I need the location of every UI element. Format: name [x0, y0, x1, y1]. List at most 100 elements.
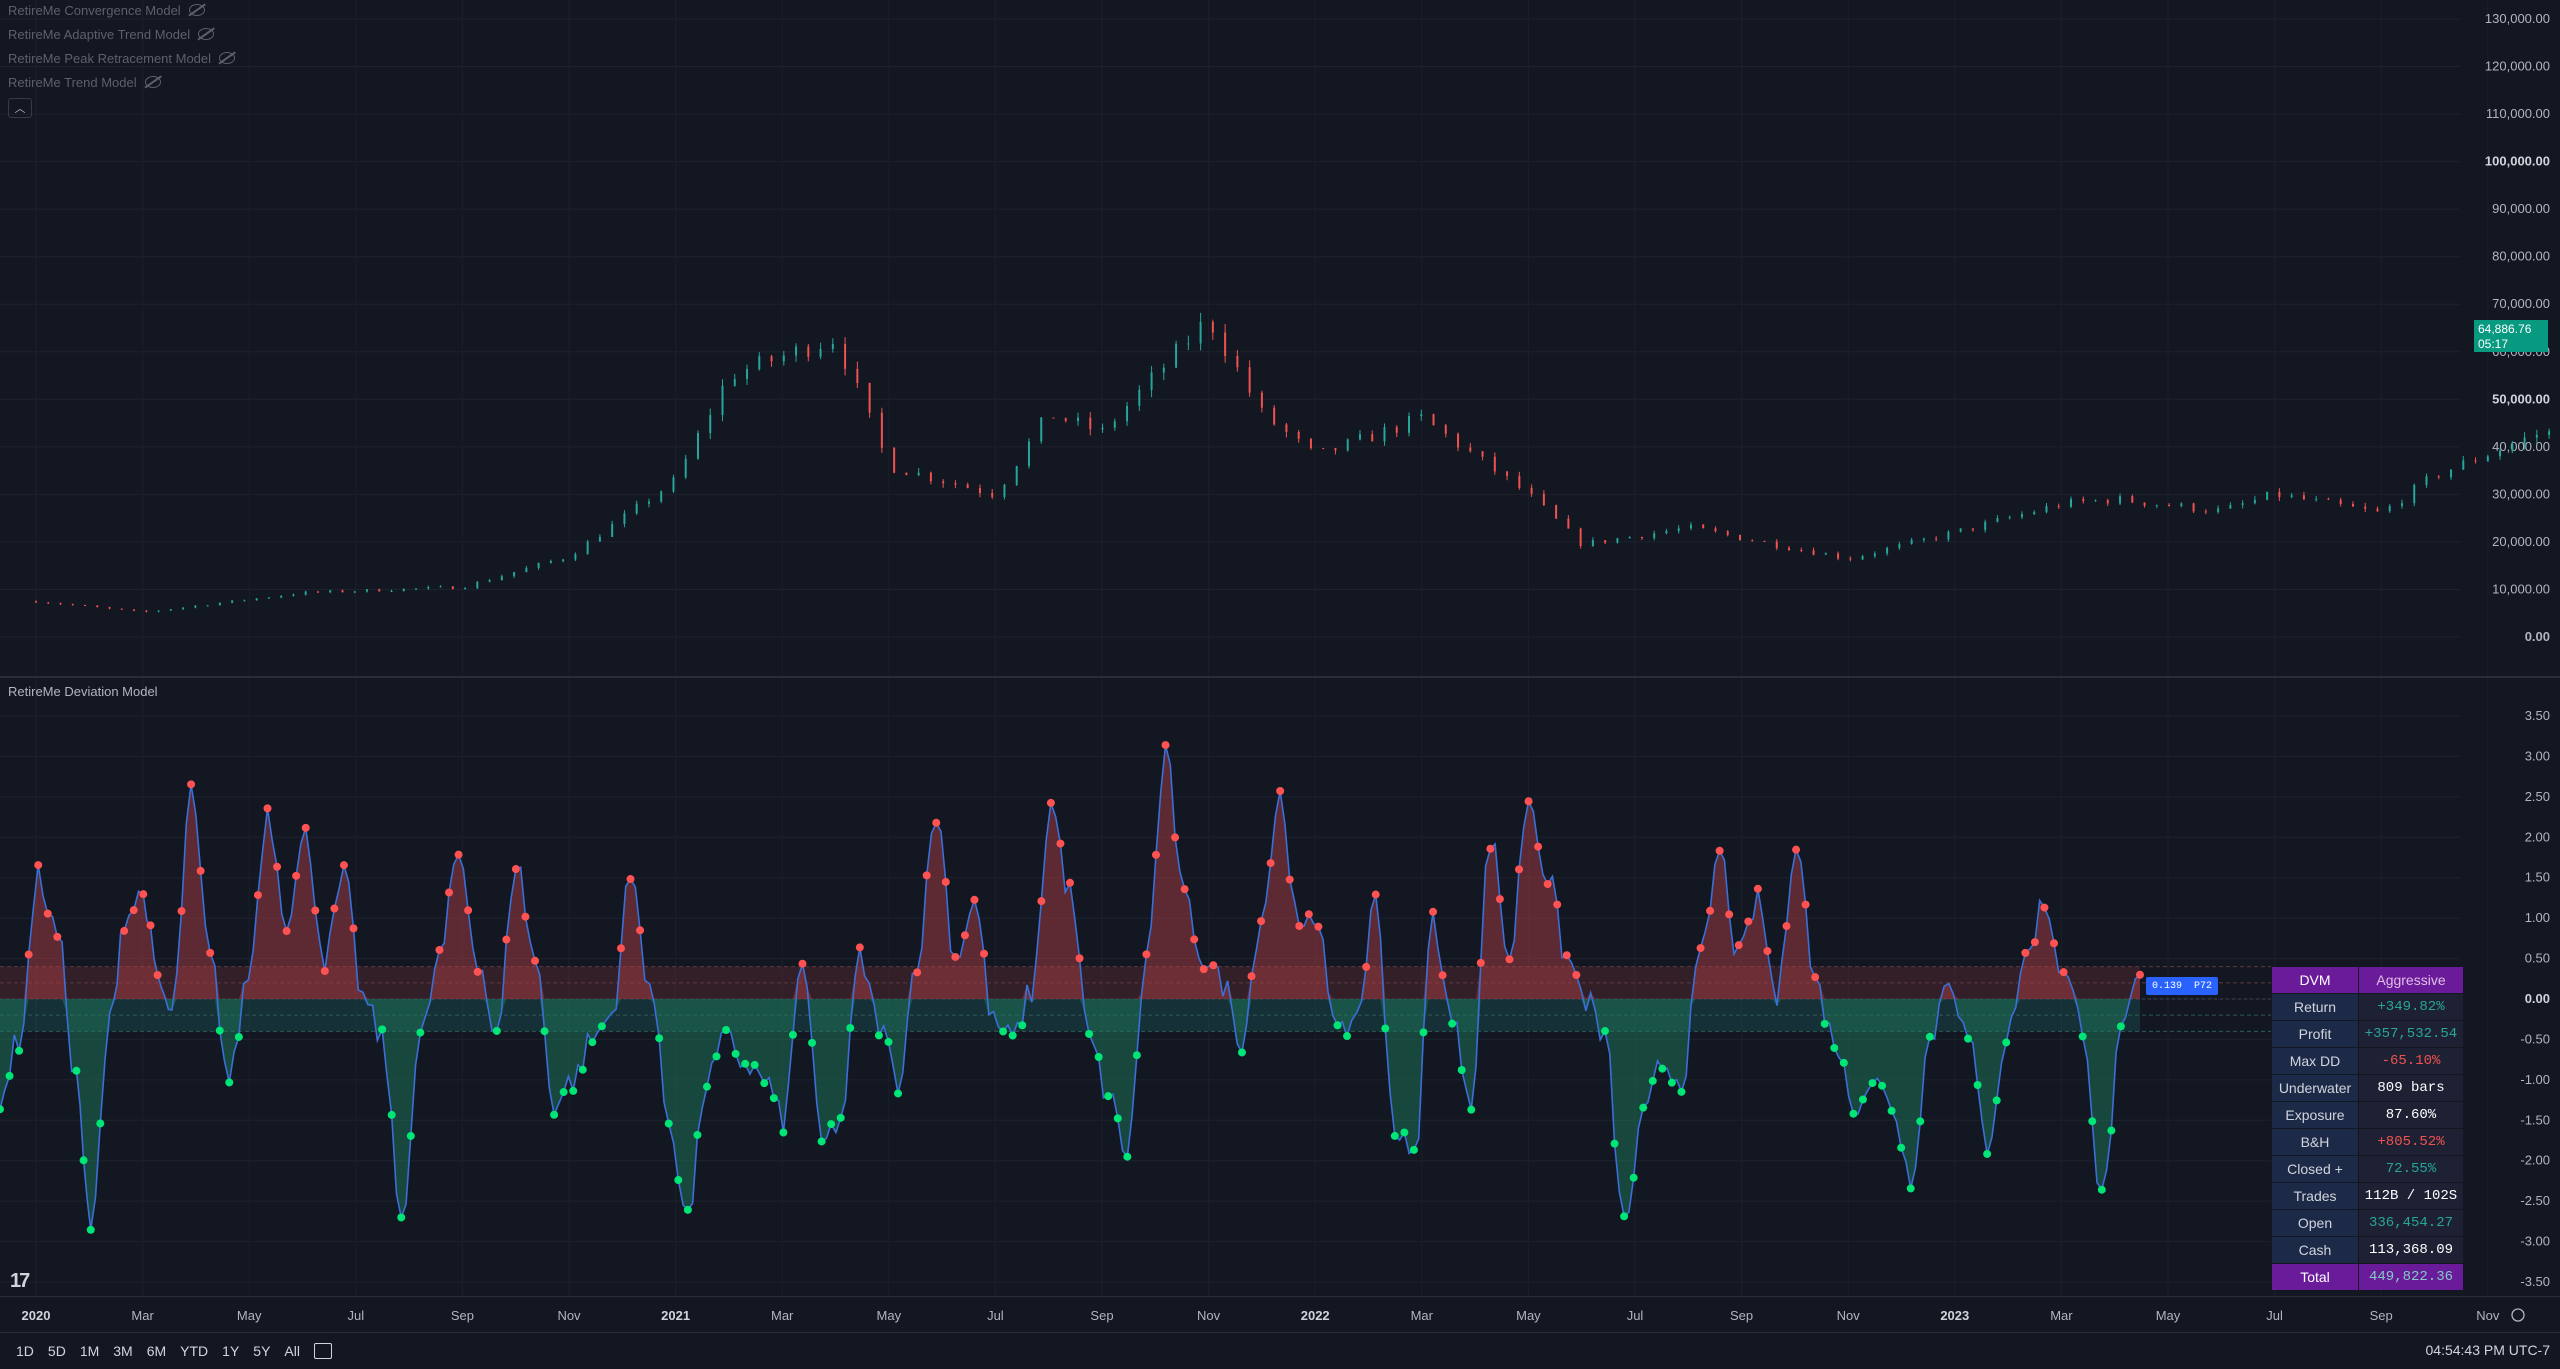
collapse-legend-button[interactable]: ︿ [8, 98, 32, 118]
signal-dot [951, 952, 960, 961]
candle-body [1077, 417, 1080, 421]
signal-dot [1763, 947, 1772, 956]
candle-body [1873, 553, 1876, 557]
indicator-axis-tick: -2.00 [2520, 1153, 2550, 1168]
candle-body [1971, 528, 1974, 530]
legend-row-adaptive-trend[interactable]: RetireMe Adaptive Trend Model [8, 22, 235, 46]
signal-dot [616, 944, 625, 953]
timeframe-ytd[interactable]: YTD [180, 1343, 209, 1359]
signal-dot [349, 924, 358, 933]
legend-row-peak-retracement[interactable]: RetireMe Peak Retracement Model [8, 46, 236, 70]
hidden-eye-icon[interactable] [188, 4, 205, 16]
candle-body [2266, 491, 2269, 500]
candle-body [1334, 448, 1337, 451]
oversold-band [0, 999, 2140, 1032]
candle-body [1126, 405, 1129, 422]
candle-body [1040, 417, 1043, 442]
timeframe-1d[interactable]: 1D [16, 1343, 34, 1359]
legend-row-trend[interactable]: RetireMe Trend Model [8, 70, 235, 94]
signal-dot [693, 1130, 702, 1139]
candle-body [2020, 514, 2023, 518]
time-axis-tick: Mar [771, 1308, 794, 1323]
signal-dot [1782, 922, 1791, 931]
stats-value: +349.82% [2358, 993, 2464, 1021]
indicator-axis-tick: -1.00 [2520, 1072, 2550, 1087]
signal-dot [1171, 833, 1180, 842]
candle-body [2204, 511, 2207, 513]
candle-body [1408, 416, 1411, 433]
signal-dot [664, 1119, 673, 1128]
signal-dot [1839, 1058, 1848, 1067]
price-axis-tick: 30,000.00 [2492, 486, 2550, 501]
timeframe-buttons: 1D 5D 1M 3M 6M YTD 1Y 5Y All [10, 1343, 306, 1359]
time-axis-tick: Sep [451, 1308, 474, 1323]
timeframe-all[interactable]: All [284, 1343, 300, 1359]
candle-body [1579, 528, 1582, 547]
signal-dot [1706, 906, 1715, 915]
legend-row-convergence[interactable]: RetireMe Convergence Model [8, 0, 235, 22]
signal-dot [511, 865, 520, 874]
signal-dot [626, 875, 635, 884]
tradingview-logo-icon[interactable]: 17 [10, 1270, 30, 1292]
candle-body [488, 580, 491, 582]
signal-dot [722, 1026, 731, 1035]
signal-dot [712, 1052, 721, 1061]
signal-dot [1037, 897, 1046, 906]
candle-body [2548, 431, 2551, 435]
signal-dot [1887, 1106, 1896, 1115]
candle-body [721, 385, 724, 416]
signal-dot [1696, 944, 1705, 953]
candle-body [1751, 540, 1754, 542]
timeframe-5y[interactable]: 5Y [253, 1343, 271, 1359]
time-axis-tick: 2023 [1940, 1308, 1969, 1323]
candle-body [1358, 434, 1361, 440]
candle-body [978, 488, 981, 494]
candle-body [1089, 417, 1092, 430]
calendar-icon[interactable] [313, 1343, 332, 1359]
indicator-axis-tick: -2.50 [2520, 1193, 2550, 1208]
signal-dot [894, 1089, 903, 1098]
candle-body [2302, 495, 2305, 500]
time-axis-tick: Mar [131, 1308, 154, 1323]
candle-body [1824, 553, 1827, 555]
timeframe-1y[interactable]: 1Y [222, 1343, 240, 1359]
candle-body [2180, 503, 2183, 507]
candle-body [1469, 447, 1472, 452]
signal-dot [473, 967, 482, 976]
timeframe-6m[interactable]: 6M [146, 1343, 167, 1359]
candle-body [770, 356, 773, 362]
timeframe-1m[interactable]: 1M [79, 1343, 100, 1359]
timeframe-3m[interactable]: 3M [113, 1343, 133, 1359]
signal-dot [1753, 884, 1762, 893]
candle-body [1113, 421, 1116, 428]
pane-separator[interactable] [0, 676, 2560, 678]
price-chart[interactable]: 130,000.00 120,000.00 110,000.00 100,000.00… [0, 0, 2560, 676]
stats-value: -65.10% [2358, 1047, 2464, 1075]
candle-body [844, 343, 847, 369]
price-axis-tick: 120,000.00 [2485, 59, 2550, 74]
indicator-pane[interactable]: 3.50 3.00 2.50 2.00 1.50 1.00 0.50 0.00 -0.50 -1.… [0, 678, 2560, 1296]
candle-body [1260, 392, 1263, 408]
signal-dot [34, 861, 43, 870]
time-axis-tick: Mar [2050, 1308, 2073, 1323]
hidden-eye-icon[interactable] [219, 52, 236, 64]
signal-dot [1247, 972, 1256, 981]
stats-value: Aggressive [2358, 966, 2464, 994]
signal-dot [96, 1119, 105, 1128]
hidden-eye-icon[interactable] [198, 28, 215, 40]
time-axis[interactable]: 2020 Mar May Jul Sep Nov 2021 Mar May Jul Sep Nov 20… [0, 1296, 2560, 1333]
timeframe-5d[interactable]: 5D [47, 1343, 66, 1359]
hidden-eye-icon[interactable] [144, 76, 161, 88]
positive-area [0, 745, 2140, 999]
signal-dot [2088, 1117, 2097, 1126]
signal-dot [1142, 950, 1151, 959]
candle-body [868, 382, 871, 413]
deviation-chart[interactable]: 3.50 3.00 2.50 2.00 1.50 1.00 0.50 0.00 -0.50 -1.… [0, 678, 2560, 1296]
signal-dot [750, 1060, 759, 1069]
signal-dot [731, 1049, 740, 1058]
indicator-title[interactable]: RetireMe Deviation Model [8, 684, 158, 699]
price-chart-pane[interactable]: 130,000.00 120,000.00 110,000.00 100,000.00… [0, 0, 2560, 676]
candlesticks [35, 312, 2551, 613]
clock[interactable]: 04:54:43 PM UTC-7 [2425, 1342, 2551, 1358]
stats-value: 113,368.09 [2358, 1236, 2464, 1264]
